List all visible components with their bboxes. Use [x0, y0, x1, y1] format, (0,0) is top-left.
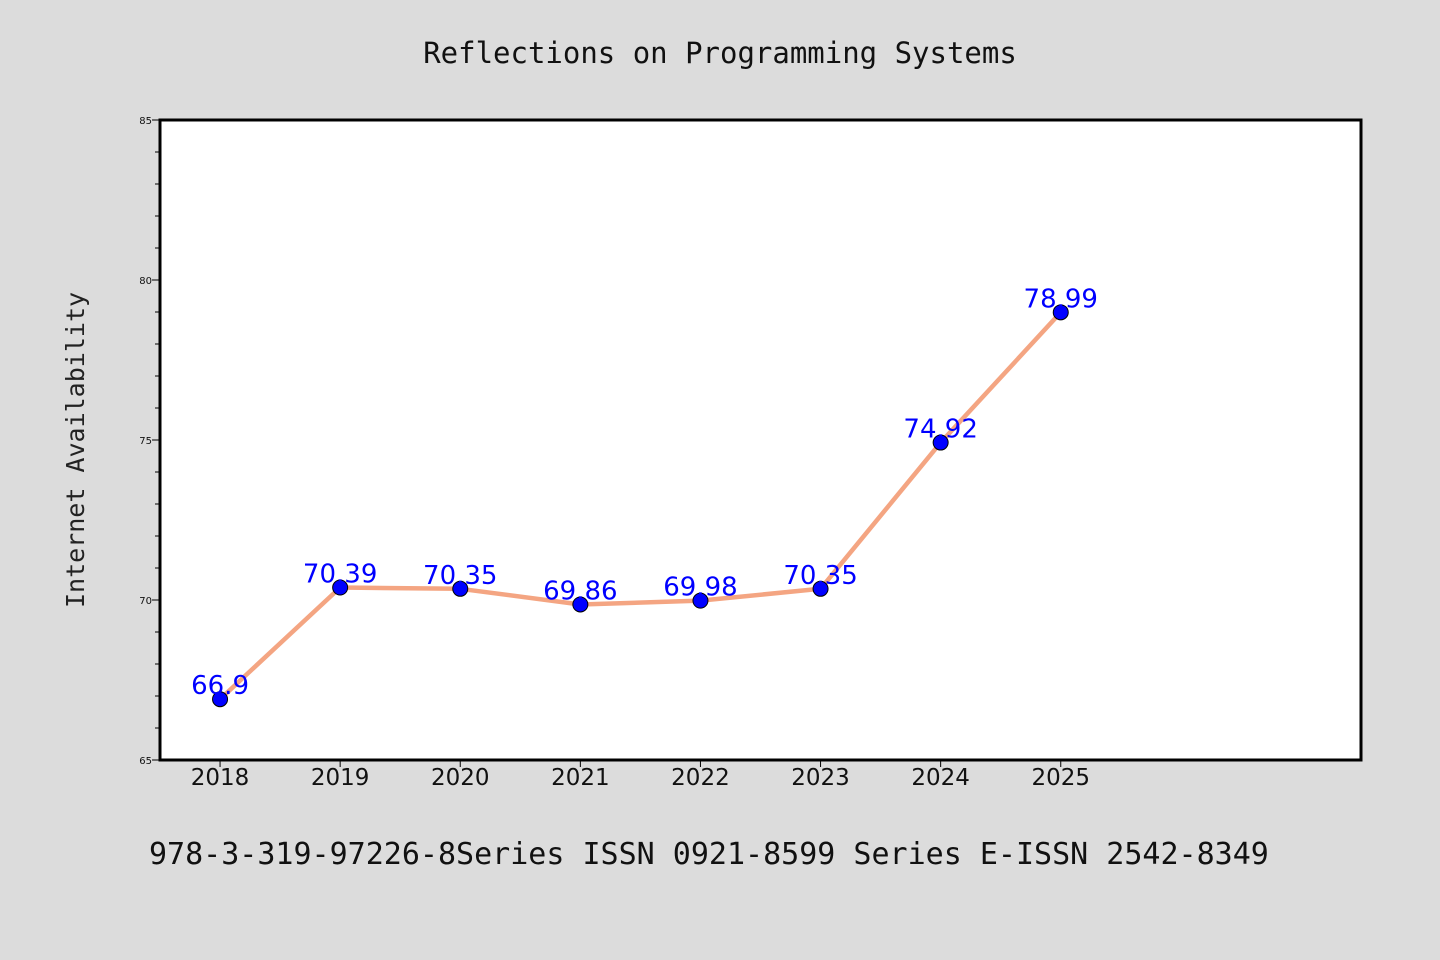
y-tick-label: 75: [139, 436, 152, 447]
data-point-marker: [932, 434, 949, 451]
x-tick-label: 2022: [671, 765, 730, 791]
series-line: [218, 310, 1063, 701]
data-label: 69.98: [663, 573, 737, 603]
data-label: 69.86: [543, 576, 617, 606]
y-tick-label: 80: [139, 276, 152, 287]
plot-area: [158, 118, 1363, 762]
x-tick-label: 2020: [431, 765, 490, 791]
tick-marks: [152, 119, 1062, 767]
x-tick-label: 2025: [1031, 765, 1090, 791]
data-label: 78.99: [1024, 284, 1098, 314]
data-label: 70.35: [423, 561, 497, 591]
data-label: 74.92: [903, 415, 977, 445]
x-tick-label: 2019: [311, 765, 370, 791]
y-axis-label: Internet Availability: [61, 292, 90, 608]
data-point-marker: [572, 596, 589, 613]
data-point-marker: [1052, 304, 1069, 321]
data-point-marker: [212, 691, 229, 708]
series-layer: [212, 304, 1069, 708]
data-point-marker: [692, 592, 709, 609]
x-tick-label: 2023: [791, 765, 850, 791]
data-label: 66.9: [191, 671, 249, 701]
data-label: 70.35: [783, 561, 857, 591]
data-point-marker: [812, 580, 829, 597]
footer-text: 978-3-319-97226-8Series ISSN 0921-8599 S…: [149, 837, 1269, 872]
y-tick-label: 65: [139, 756, 152, 767]
data-point-marker: [452, 580, 469, 597]
data-labels: 66.9 70.39 70.35 69.86 69.98 70.35 74.92 78.99: [191, 284, 1098, 701]
y-tick-label: 70: [139, 596, 152, 607]
data-point-marker: [332, 579, 349, 596]
y-tick-labels: 65 70 75 80 85: [139, 116, 152, 767]
x-tick-label: 2018: [191, 765, 250, 791]
chart-title: Reflections on Programming Systems: [423, 36, 1017, 70]
x-tick-labels: 2018 2019 2020 2021 2022 2023 2024 2025: [191, 765, 1090, 791]
y-tick-label: 85: [139, 116, 152, 127]
data-label: 70.39: [303, 560, 377, 590]
x-tick-label: 2021: [551, 765, 610, 791]
x-tick-label: 2024: [911, 765, 970, 791]
